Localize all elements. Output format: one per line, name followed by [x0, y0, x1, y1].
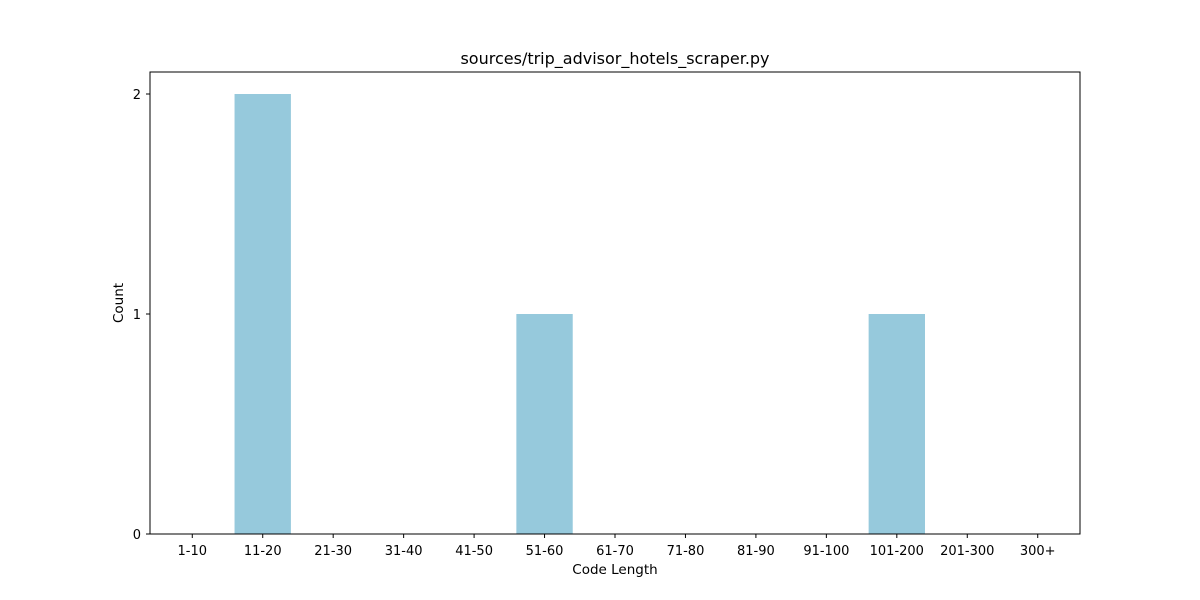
x-tick-label: 300+ — [1020, 544, 1056, 559]
bar-11-20 — [234, 94, 291, 534]
x-tick-label: 91-100 — [803, 544, 849, 559]
y-axis: 0 1 2 — [133, 88, 150, 543]
y-tick-label: 0 — [133, 528, 141, 543]
x-tick-label: 21-30 — [314, 544, 352, 559]
x-tick-label: 31-40 — [385, 544, 423, 559]
x-tick-label: 51-60 — [526, 544, 564, 559]
bar-101-200 — [868, 314, 925, 534]
x-tick-label: 201-300 — [940, 544, 994, 559]
x-tick-label: 61-70 — [596, 544, 634, 559]
y-axis-label: Count — [111, 283, 127, 323]
y-tick-label: 1 — [133, 308, 141, 323]
x-tick-label: 41-50 — [455, 544, 493, 559]
x-axis-label: Code Length — [572, 562, 657, 578]
bars-group — [234, 94, 925, 534]
x-tick-label: 1-10 — [178, 544, 208, 559]
y-tick-label: 2 — [133, 88, 141, 103]
x-tick-label: 81-90 — [737, 544, 775, 559]
x-tick-label: 101-200 — [870, 544, 924, 559]
x-tick-label: 11-20 — [244, 544, 282, 559]
bar-51-60 — [516, 314, 573, 534]
chart-title: sources/trip_advisor_hotels_scraper.py — [460, 49, 769, 69]
x-tick-label: 71-80 — [667, 544, 705, 559]
x-axis: 1-10 11-20 21-30 31-40 41-50 51-60 61-70 71-80 8… — [178, 534, 1056, 559]
